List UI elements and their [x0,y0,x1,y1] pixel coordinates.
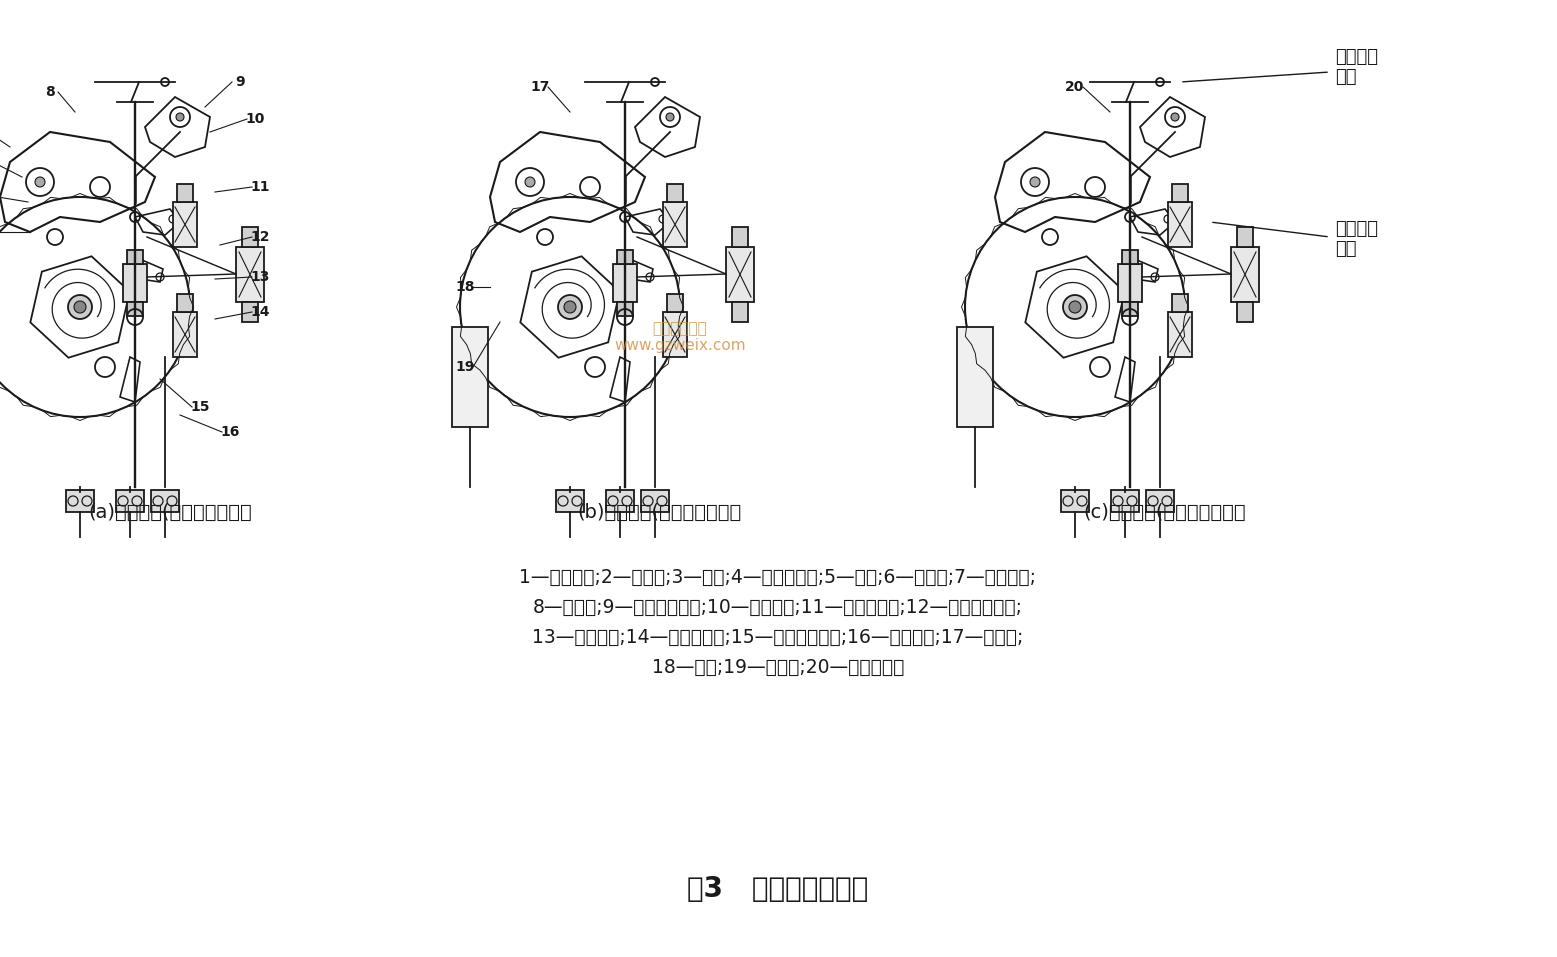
Bar [128,250,143,264]
Text: 13: 13 [251,270,269,284]
Bar [1123,250,1138,264]
Bar [128,302,143,316]
FancyBboxPatch shape [1146,490,1174,512]
Text: 8: 8 [45,85,54,99]
Bar [613,264,637,302]
FancyBboxPatch shape [606,490,634,512]
FancyBboxPatch shape [117,490,143,512]
Text: 1—合闸弹簧;2—油缓冲;3—棘轮;4—储能保持销;5—棘爪;6—棘爪轴;7—输出拐臂;: 1—合闸弹簧;2—油缓冲;3—棘轮;4—储能保持销;5—棘爪;6—棘爪轴;7—输… [520,568,1037,587]
Bar [958,327,993,427]
Bar [177,294,193,312]
Text: 8—大拐臂;9—合闸保持掣子;10—分闸掣子;11—分闸电磁铁;12—机械防跳装置;: 8—大拐臂;9—合闸保持掣子;10—分闸掣子;11—分闸电磁铁;12—机械防跳装… [532,597,1023,616]
Bar [1118,264,1141,302]
Circle shape [129,212,140,222]
Text: 18—凸轮;19—储能轴;20—合闸保持销: 18—凸轮;19—储能轴;20—合闸保持销 [652,657,905,677]
Bar [732,227,747,247]
Text: 18: 18 [455,280,475,294]
Bar [617,302,634,316]
Text: 精通维修下载
www.gzweix.com: 精通维修下载 www.gzweix.com [613,321,746,353]
Bar [173,312,198,357]
Circle shape [525,177,536,187]
Text: 15: 15 [190,400,210,414]
Circle shape [176,113,184,121]
Text: (a)分闸位置(合闸弹簧释放）: (a)分闸位置(合闸弹簧释放） [89,502,252,522]
FancyBboxPatch shape [1060,490,1088,512]
Text: 20: 20 [1065,80,1085,94]
FancyBboxPatch shape [556,490,584,512]
FancyBboxPatch shape [641,490,670,512]
Bar [726,247,754,302]
Bar [452,327,487,427]
Bar [1168,312,1193,357]
Bar [1236,227,1253,247]
Bar [1172,294,1188,312]
Bar [237,247,265,302]
Circle shape [129,252,140,262]
Circle shape [75,301,86,313]
Text: 19: 19 [455,360,475,374]
Bar [1172,184,1188,202]
Text: (b)分闸位置(合闸弹簧储能）: (b)分闸位置(合闸弹簧储能） [578,502,743,522]
Bar [1236,302,1253,322]
Circle shape [1126,252,1135,262]
Circle shape [34,177,45,187]
Circle shape [1070,301,1081,313]
Text: 14: 14 [251,305,269,319]
Bar [1123,302,1138,316]
Circle shape [69,295,92,319]
Bar [173,202,198,247]
Bar [123,264,146,302]
Text: 12: 12 [251,230,269,244]
Circle shape [620,212,631,222]
Circle shape [557,295,582,319]
Bar [732,302,747,322]
Text: 11: 11 [251,180,269,194]
Circle shape [1171,113,1179,121]
Text: 合闸防动
销孔: 合闸防动 销孔 [1334,219,1378,258]
FancyBboxPatch shape [65,490,93,512]
Circle shape [1126,212,1135,222]
Text: 10: 10 [246,112,265,126]
Bar [666,184,684,202]
Bar [1168,202,1193,247]
Text: 13—合闸掣子;14—合闸电磁铁;15—储能保持掣子;16—分闸弹簧;17—输出轴;: 13—合闸掣子;14—合闸电磁铁;15—储能保持掣子;16—分闸弹簧;17—输出… [532,628,1023,647]
Circle shape [666,113,674,121]
Circle shape [620,252,631,262]
FancyBboxPatch shape [151,490,179,512]
Circle shape [564,301,576,313]
Circle shape [1063,295,1087,319]
Text: 图3   弹簧操作机构图: 图3 弹簧操作机构图 [687,875,869,903]
Circle shape [1031,177,1040,187]
Bar [666,294,684,312]
FancyBboxPatch shape [1112,490,1140,512]
Bar [241,227,258,247]
Text: 9: 9 [235,75,244,89]
Bar [617,250,634,264]
Text: 16: 16 [220,425,240,439]
Text: (c)合闸位置(合闸弹簧储能）: (c)合闸位置(合闸弹簧储能） [1084,502,1246,522]
Bar [241,302,258,322]
Text: 分闸防动
销孔: 分闸防动 销孔 [1334,48,1378,86]
Bar [1232,247,1260,302]
Text: 17: 17 [531,80,550,94]
Bar [177,184,193,202]
Bar [663,202,687,247]
Bar [663,312,687,357]
